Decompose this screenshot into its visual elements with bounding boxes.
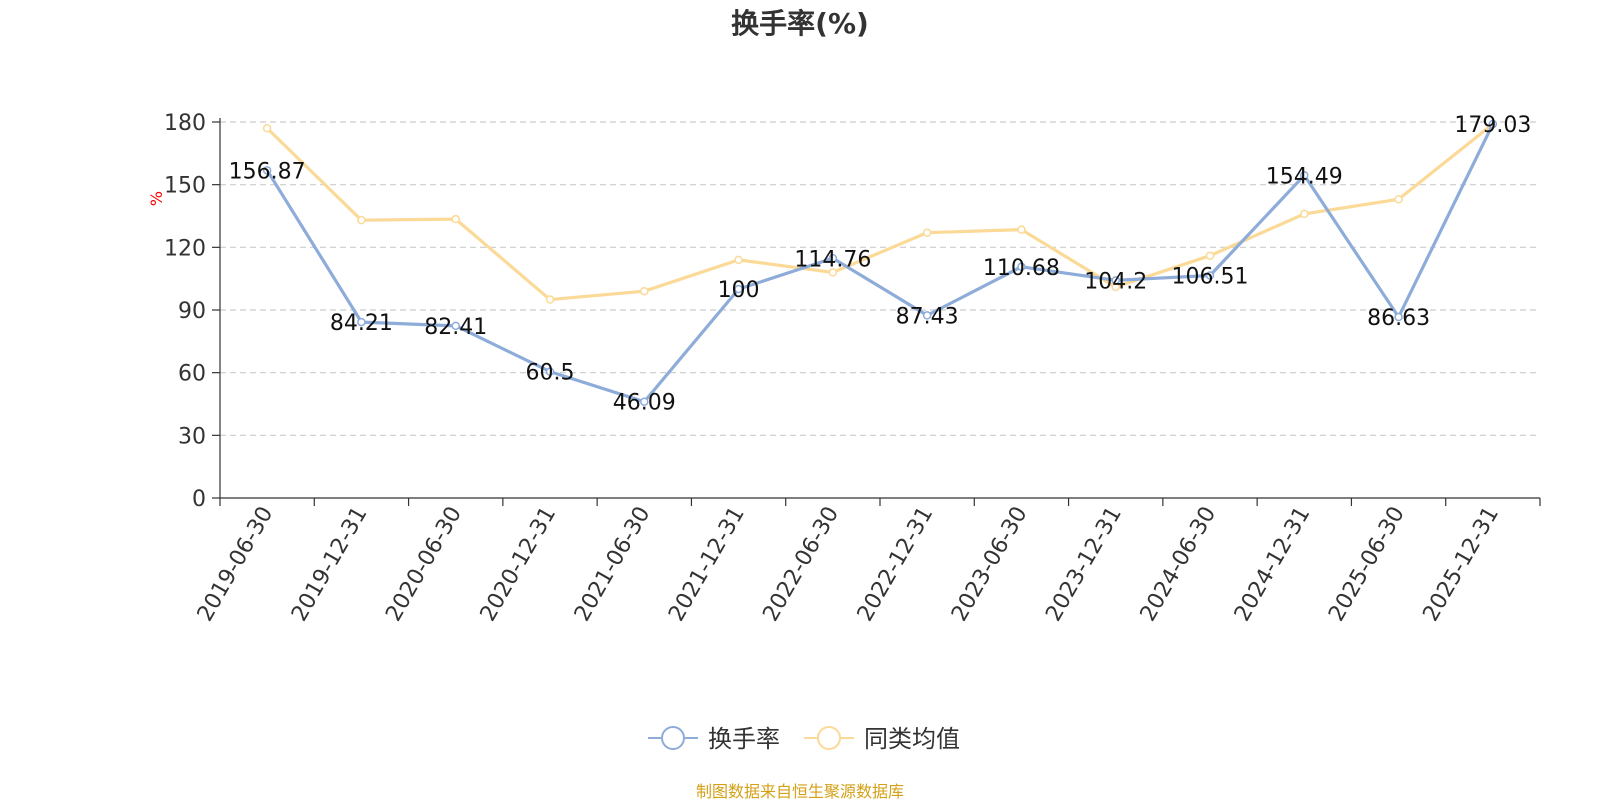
- data-label: 110.68: [983, 256, 1060, 281]
- point-turnover: [451, 321, 460, 331]
- data-label: 104.2: [1084, 269, 1147, 294]
- y-tick-label: 150: [164, 174, 206, 199]
- point-turnover: [357, 317, 366, 327]
- point-peer-average: [1394, 195, 1403, 204]
- y-tick-label: 30: [178, 424, 206, 449]
- x-tick-label: 2024-12-31: [1230, 503, 1316, 626]
- legend-item-peer-average-marker: [817, 726, 841, 750]
- x-tick-label: 2020-12-31: [476, 503, 562, 626]
- point-turnover: [734, 284, 743, 294]
- data-label: 179.03: [1454, 113, 1531, 138]
- data-label: 114.76: [794, 247, 871, 272]
- y-tick-label: 180: [164, 111, 206, 136]
- data-label: 154.49: [1266, 164, 1343, 189]
- x-tick-label: 2022-06-30: [758, 503, 844, 626]
- legend-item-turnover-label: 换手率: [708, 725, 780, 753]
- point-turnover: [1111, 276, 1120, 285]
- point-turnover: [1488, 119, 1498, 129]
- y-tick-label: 120: [164, 236, 206, 261]
- x-tick-label: 2023-12-31: [1041, 503, 1127, 626]
- data-label: 106.51: [1172, 265, 1249, 290]
- point-peer-average: [1205, 251, 1215, 260]
- series-line-turnover: [265, 123, 1495, 404]
- data-label: 156.87: [229, 159, 306, 184]
- point-turnover: [1205, 271, 1215, 280]
- point-turnover: [1300, 171, 1309, 180]
- data-label: 82.41: [424, 315, 487, 340]
- point-turnover: [640, 397, 649, 406]
- x-tick-label: 2021-06-30: [570, 503, 656, 626]
- point-peer-average: [545, 295, 555, 304]
- point-peer-average: [734, 255, 743, 265]
- x-tick-label: 2019-06-30: [193, 503, 279, 626]
- point-peer-average: [640, 286, 649, 296]
- point-peer-average: [451, 214, 460, 224]
- x-tick-label: 2025-06-30: [1324, 503, 1410, 626]
- data-label: 46.09: [613, 391, 676, 416]
- x-tick-label: 2023-06-30: [947, 503, 1033, 626]
- x-tick-label: 2022-12-31: [853, 503, 939, 626]
- y-tick-label: 90: [178, 299, 206, 324]
- legend-item-peer-average-label: 同类均值: [864, 725, 960, 753]
- data-label: 100: [718, 278, 760, 303]
- x-tick-label: 2019-12-31: [287, 503, 373, 626]
- chart-title: 换手率(%): [731, 7, 869, 40]
- point-turnover: [922, 311, 932, 320]
- data-source-note: 制图数据来自恒生聚源数据库: [695, 782, 904, 801]
- data-label: 87.43: [896, 304, 959, 329]
- point-peer-average: [828, 268, 838, 277]
- data-label: 84.21: [330, 311, 393, 336]
- point-peer-average: [1300, 209, 1309, 219]
- point-turnover: [1394, 312, 1403, 322]
- y-tick-label: 0: [192, 487, 206, 512]
- x-tick-label: 2024-06-30: [1136, 503, 1222, 626]
- point-turnover: [262, 166, 272, 175]
- series-line-peer-average: [266, 122, 1494, 302]
- point-turnover: [1017, 262, 1026, 272]
- data-label: 60.5: [526, 361, 575, 386]
- point-peer-average: [922, 228, 932, 237]
- x-tick-label: 2020-06-30: [381, 503, 467, 626]
- y-axis-label: %: [147, 191, 166, 206]
- point-peer-average: [1017, 225, 1026, 234]
- x-tick-label: 2021-12-31: [664, 503, 750, 626]
- data-label: 86.63: [1367, 306, 1430, 331]
- x-tick-label: 2025-12-31: [1418, 503, 1504, 626]
- legend-item-turnover-marker: [661, 726, 685, 750]
- point-turnover: [545, 367, 555, 376]
- y-tick-label: 60: [178, 362, 206, 387]
- point-peer-average: [357, 215, 366, 225]
- point-peer-average: [262, 124, 272, 133]
- point-turnover: [828, 254, 838, 263]
